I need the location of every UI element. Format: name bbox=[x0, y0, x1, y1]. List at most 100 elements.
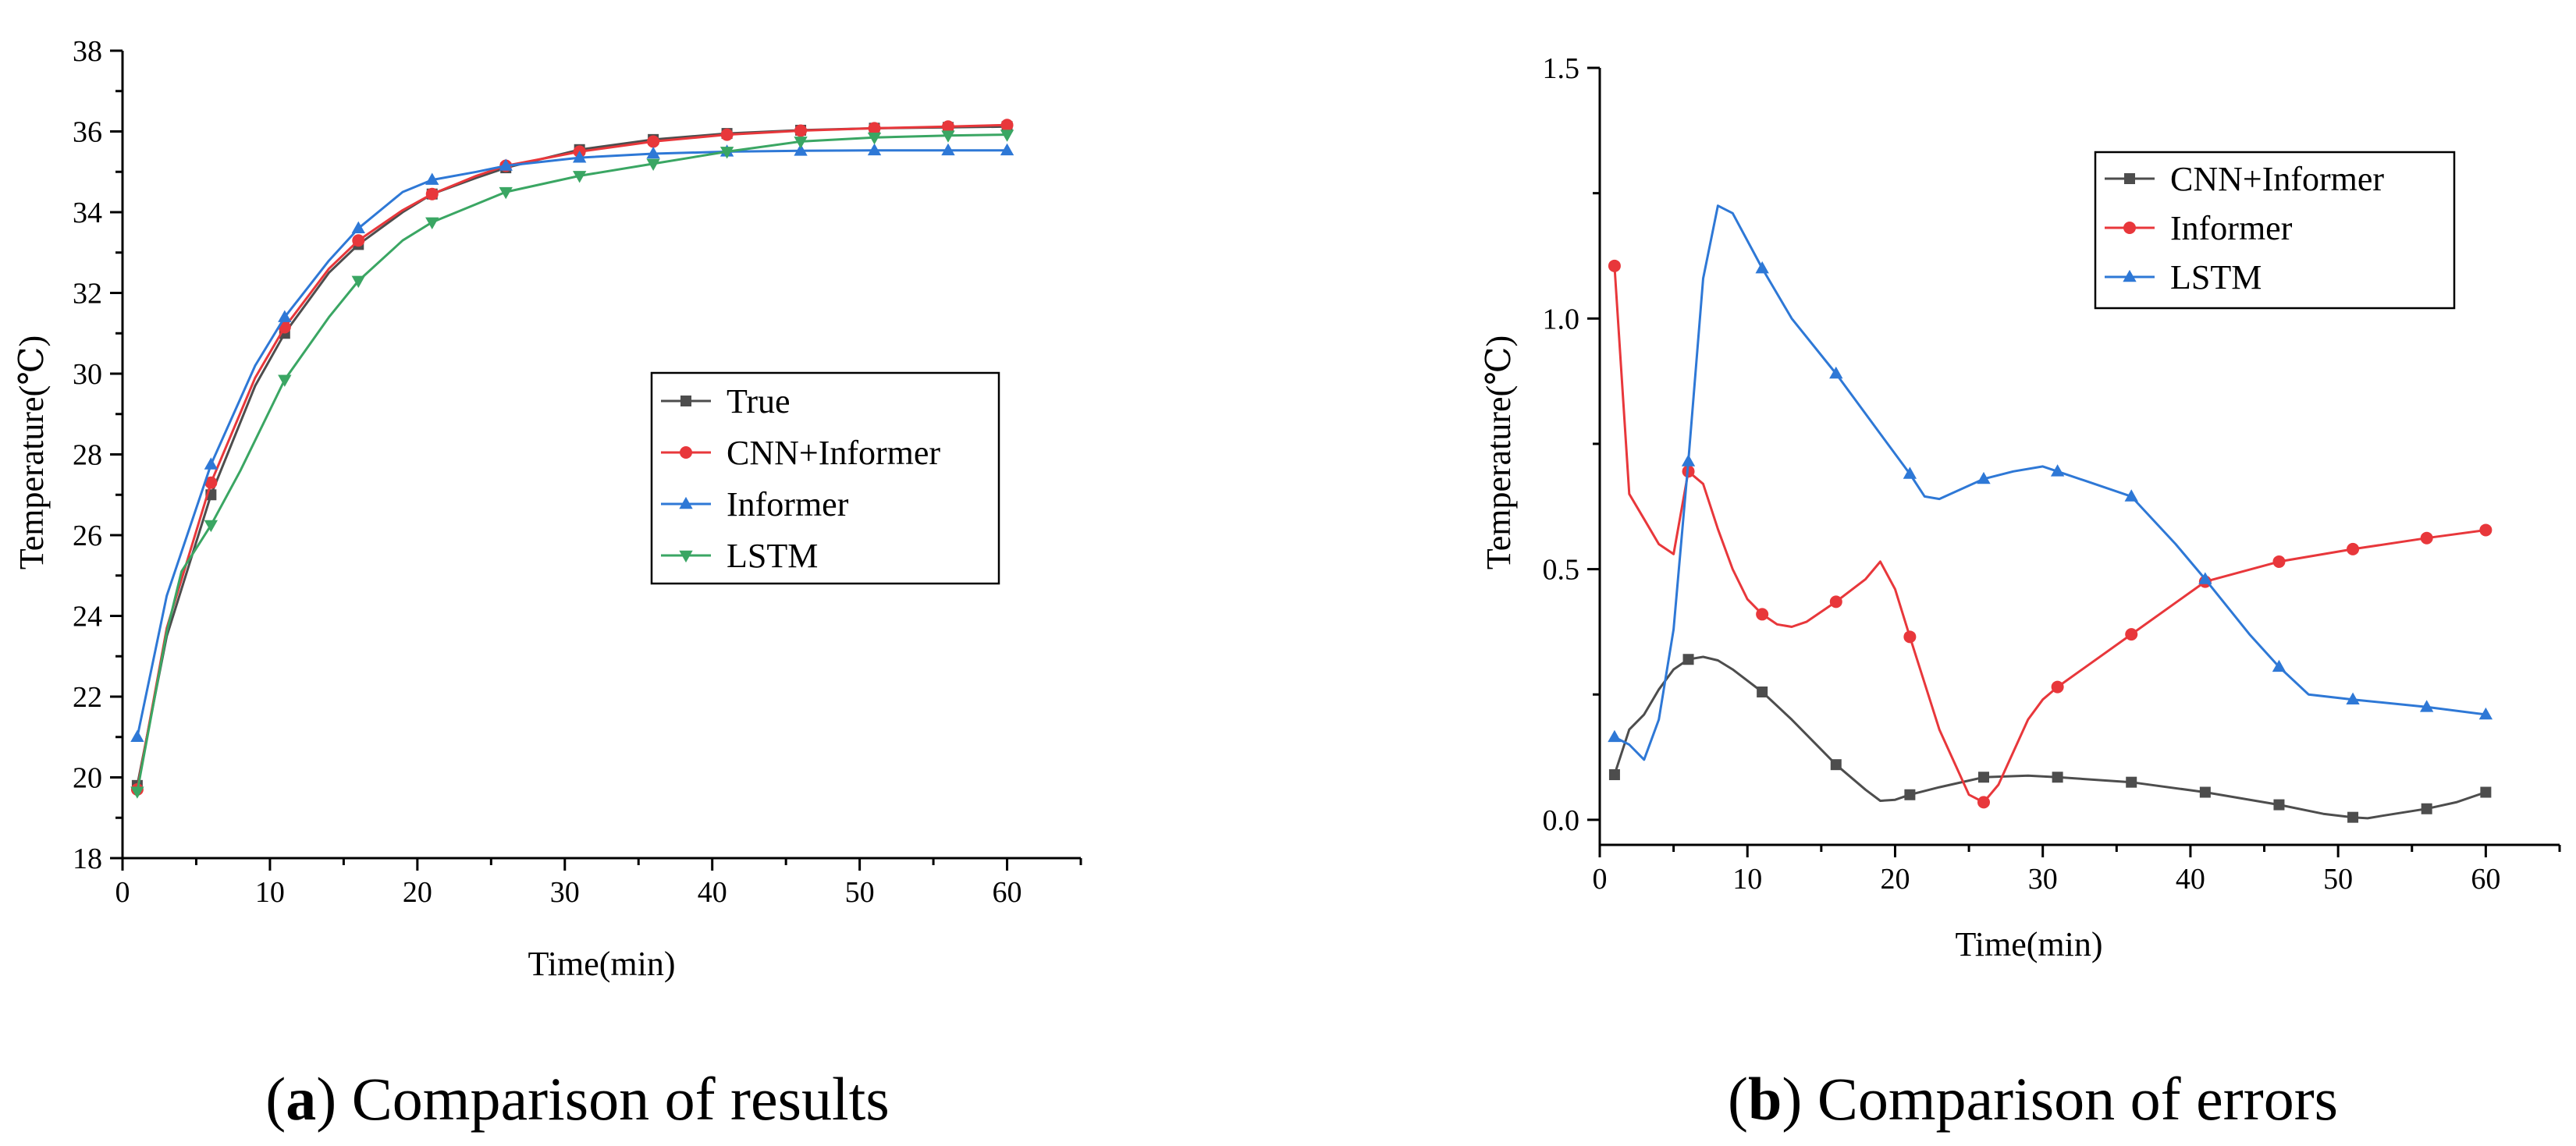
chart-b-data-point bbox=[2420, 531, 2433, 545]
chart-b-legend-label: LSTM bbox=[2170, 258, 2262, 296]
chart-a-x-tick-label: 40 bbox=[698, 876, 727, 909]
chart-a-y-tick-label: 32 bbox=[73, 278, 102, 310]
chart-b-x-tick-label: 40 bbox=[2176, 863, 2205, 896]
chart-a-y-tick-label: 38 bbox=[73, 35, 102, 68]
chart-b-data-point bbox=[1681, 454, 1696, 467]
chart-a-data-point bbox=[572, 151, 587, 163]
chart-a-x-axis-title: Time(min) bbox=[528, 945, 675, 983]
chart-b-data-point bbox=[1756, 608, 1769, 621]
chart-a-y-tick-label: 30 bbox=[73, 358, 102, 391]
chart-a-x-tick-label: 50 bbox=[845, 876, 875, 909]
chart-b-y-tick-label: 0.5 bbox=[1543, 554, 1580, 587]
chart-b-x-tick-label: 50 bbox=[2323, 863, 2353, 896]
chart-b-data-point bbox=[2478, 707, 2493, 720]
chart-a-legend: True CNN+Informer Informer LSTM bbox=[650, 371, 1000, 585]
chart-b-legend-label: Informer bbox=[2170, 209, 2293, 247]
chart-a-data-point bbox=[204, 520, 219, 533]
chart-b-data-point bbox=[2347, 811, 2359, 823]
chart-a-legend-marker bbox=[680, 446, 692, 459]
chart-b-x-tick-label: 0 bbox=[1593, 863, 1608, 896]
chart-b-x-axis-title: Time(min) bbox=[1955, 925, 2102, 963]
chart-a-caption-letter: a bbox=[286, 1065, 316, 1133]
chart-a-y-tick-label: 22 bbox=[73, 681, 102, 714]
chart-a-caption: (a) Comparison of results bbox=[265, 1065, 889, 1133]
chart-b-data-point bbox=[2126, 776, 2137, 788]
chart-a-data-point bbox=[941, 130, 955, 143]
chart-b-legend-box bbox=[2094, 151, 2456, 310]
chart-b-data-point bbox=[2051, 680, 2064, 694]
chart-b-data-point bbox=[2272, 555, 2286, 568]
chart-a-data-point bbox=[499, 158, 513, 171]
chart-b-legend-item: CNN+Informer bbox=[2105, 160, 2384, 198]
chart-b-x-tick-label: 30 bbox=[2028, 863, 2058, 896]
chart-a-x-tick-label: 0 bbox=[115, 876, 130, 909]
chart-a-data-point bbox=[941, 120, 954, 133]
chart-b-y-tick-label: 1.0 bbox=[1543, 303, 1580, 335]
chart-b-data-point bbox=[2421, 803, 2432, 814]
chart-b-data-point bbox=[2050, 464, 2065, 477]
chart-b-data-point bbox=[1829, 366, 1843, 379]
chart-a-y-tick-label: 36 bbox=[73, 116, 102, 149]
chart-a-legend-box bbox=[650, 371, 1000, 585]
chart-a-data-point bbox=[278, 374, 292, 387]
chart-b-x-tick-label: 20 bbox=[1880, 863, 1910, 896]
chart-b-data-point bbox=[1608, 729, 1622, 743]
chart-a-data-point bbox=[572, 171, 587, 183]
chart-a-data-point bbox=[352, 234, 365, 247]
chart-a-legend-marker bbox=[679, 550, 693, 563]
chart-b-data-point bbox=[2347, 542, 2360, 555]
chart-b-data-point bbox=[1608, 769, 1620, 781]
chart-a-data-point bbox=[794, 124, 808, 137]
chart-b-caption-text: Comparison of errors bbox=[1817, 1065, 2338, 1133]
chart-b-data-point bbox=[2199, 786, 2211, 798]
chart-a-x-tick-label: 10 bbox=[255, 876, 285, 909]
chart-b-data-point bbox=[1829, 595, 1842, 608]
chart-b-y-axis-title: Temperature(℃) bbox=[1480, 335, 1518, 569]
chart-a-data-point bbox=[720, 128, 734, 141]
chart-a-legend-item: LSTM bbox=[661, 537, 818, 575]
chart-b-series-line bbox=[1613, 655, 2486, 820]
chart-b-data-point bbox=[1682, 654, 1694, 665]
chart-b-series-line bbox=[1613, 265, 2486, 804]
chart-a-data-point bbox=[425, 187, 439, 200]
chart-b-legend-marker bbox=[2123, 222, 2136, 234]
chart-a-data-point bbox=[130, 786, 144, 799]
chart-b-data-point bbox=[2273, 799, 2285, 811]
chart-a-legend-label: True bbox=[727, 382, 791, 420]
chart-b-legend-item: Informer bbox=[2105, 209, 2293, 247]
chart-a-y-axis-title: Temperature(℃) bbox=[12, 335, 51, 569]
chart-a: 0 10 20 30 40 50 60 18 20 22 24 26 28 30 32 34 36 38 Time… bbox=[12, 35, 1082, 1133]
chart-b-data-point bbox=[2479, 523, 2493, 537]
chart-a-legend-marker bbox=[679, 496, 693, 509]
chart-a-data-point bbox=[646, 146, 660, 159]
chart-a-caption-text: Comparison of results bbox=[352, 1065, 890, 1133]
chart-a-data-point bbox=[1000, 119, 1014, 132]
chart-b-data-point bbox=[1978, 772, 1989, 783]
chart-a-series-informer bbox=[130, 143, 1014, 743]
chart-a-data-point bbox=[867, 132, 882, 145]
chart-b-x-tick-label: 60 bbox=[2471, 863, 2500, 896]
chart-a-data-point bbox=[204, 457, 219, 470]
chart-b-legend-marker bbox=[2124, 173, 2135, 184]
chart-a-legend-label: LSTM bbox=[727, 537, 818, 575]
chart-a-data-point bbox=[1000, 130, 1014, 142]
chart-a-series-lstm bbox=[130, 130, 1014, 799]
chart-a-data-point bbox=[425, 172, 439, 185]
chart-b-y-tick-label: 0.0 bbox=[1543, 804, 1580, 837]
chart-a-data-point bbox=[941, 143, 955, 156]
chart-a-data-point bbox=[351, 275, 365, 289]
chart-a-legend-item: Informer bbox=[661, 485, 849, 523]
chart-a-data-point bbox=[351, 221, 365, 233]
chart-b-data-point bbox=[1977, 471, 1991, 484]
chart-b-data-point bbox=[2052, 772, 2063, 783]
chart-b-data-point bbox=[2124, 489, 2138, 502]
chart-a-x-tick-label: 60 bbox=[993, 876, 1022, 909]
chart-b-data-point bbox=[2125, 628, 2138, 641]
chart-a-legend-item: True bbox=[661, 382, 791, 420]
chart-a-y-tick-label: 28 bbox=[73, 439, 102, 472]
chart-b-legend-marker bbox=[2123, 269, 2137, 282]
chart-b-legend: CNN+Informer Informer LSTM bbox=[2094, 151, 2456, 310]
chart-b-series-line bbox=[1614, 204, 2486, 761]
chart-b-data-point bbox=[2420, 700, 2434, 712]
chart-a-y-tick-label: 26 bbox=[73, 520, 102, 552]
